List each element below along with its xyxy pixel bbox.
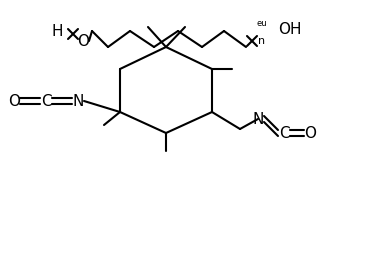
- Text: O: O: [304, 126, 316, 140]
- Text: n: n: [259, 36, 265, 46]
- Text: C: C: [41, 94, 51, 108]
- Text: H: H: [51, 23, 63, 38]
- Text: OH: OH: [278, 22, 301, 37]
- Text: N: N: [72, 94, 84, 108]
- Text: N: N: [252, 111, 264, 126]
- Text: O: O: [77, 34, 89, 48]
- Text: eu: eu: [257, 19, 267, 27]
- Text: C: C: [279, 126, 289, 140]
- Text: O: O: [8, 94, 20, 108]
